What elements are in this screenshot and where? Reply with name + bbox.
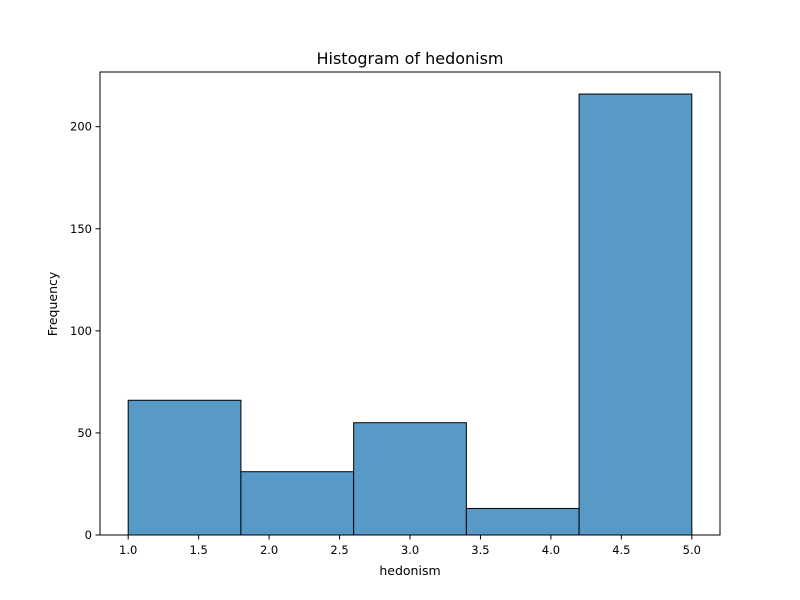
y-tick-label-1: 50	[77, 426, 92, 440]
x-tick-label-7: 4.5	[612, 543, 630, 557]
x-axis-ticks: 1.0 1.5 2.0 2.5 3.0 3.5 4.0 4.5 5.0	[119, 535, 701, 557]
x-tick-label-3: 2.5	[330, 543, 348, 557]
histogram-bar-2	[353, 422, 467, 536]
x-axis-label: hedonism	[379, 563, 440, 578]
y-tick-label-3: 150	[70, 222, 92, 236]
y-axis-ticks: 0 50 100 150 200	[70, 120, 100, 542]
bars-group	[127, 93, 693, 536]
histogram-bar-1	[240, 471, 355, 536]
y-tick-label-0: 0	[85, 528, 92, 542]
x-tick-label-4: 3.0	[401, 543, 419, 557]
histogram-bar-4	[578, 93, 693, 536]
x-tick-label-6: 4.0	[542, 543, 560, 557]
x-tick-label-0: 1.0	[119, 543, 137, 557]
histogram-bar-3	[465, 507, 580, 536]
y-tick-label-2: 100	[70, 324, 92, 338]
y-tick-label-4: 200	[70, 120, 92, 134]
y-axis-label: Frequency	[45, 271, 60, 336]
chart-title: Histogram of hedonism	[316, 49, 503, 68]
x-tick-label-5: 3.5	[471, 543, 489, 557]
x-tick-label-2: 2.0	[260, 543, 278, 557]
x-tick-label-8: 5.0	[683, 543, 701, 557]
x-tick-label-1: 1.5	[189, 543, 207, 557]
histogram-bar-0	[127, 399, 242, 536]
plot-frame	[99, 71, 721, 536]
